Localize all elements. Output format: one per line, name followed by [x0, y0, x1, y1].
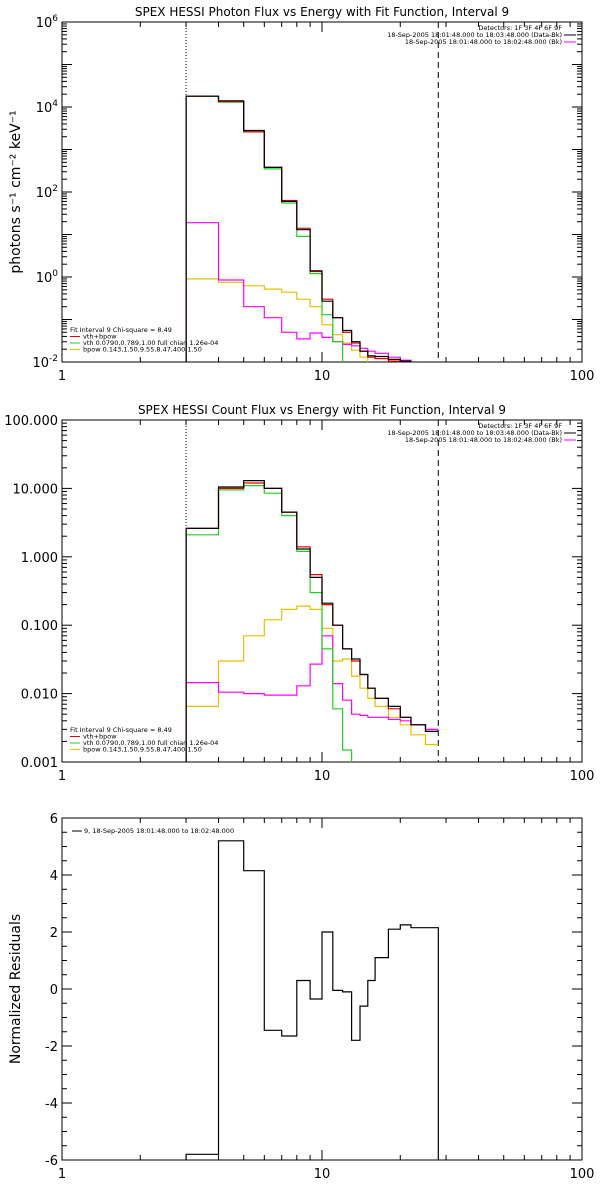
x-tick-label: 100 — [570, 369, 595, 384]
fit-legend-entry: vth+bpow — [83, 733, 117, 741]
y-tick-label: 106 — [36, 14, 59, 31]
series-group — [185, 840, 439, 1160]
info-line-1: 18-Sep-2005 18:01:48.000 to 18:03:48.000… — [387, 31, 562, 39]
series-line-1 — [185, 482, 439, 762]
series-line-1 — [185, 95, 401, 362]
y-tick-label: 6 — [50, 812, 58, 827]
info-line-2: 18-Sep-2005 18:01:48.000 to 18:02:48.000… — [405, 38, 562, 46]
y-tick-label: 0.100 — [21, 619, 58, 634]
info-line-0: Detectors: 1F 3F 4F 6F 9F — [478, 24, 562, 32]
series-line-3 — [185, 635, 439, 762]
y-tick-label: -4 — [45, 1097, 58, 1112]
y-axis-label: photons s⁻¹ cm⁻² keV⁻¹ — [8, 110, 24, 273]
chart-title: SPEX HESSI Photon Flux vs Energy with Fi… — [135, 5, 509, 19]
series-group — [185, 480, 439, 762]
series-group — [185, 95, 412, 362]
y-tick-label: 0 — [50, 983, 58, 998]
x-tick-label: 10 — [314, 1167, 331, 1182]
fit-legend-entry: vth+bpow — [83, 333, 117, 341]
y-tick-label: 0.010 — [21, 688, 58, 703]
x-tick-label: 10 — [314, 769, 331, 784]
x-tick-label: 1 — [58, 369, 66, 384]
legend-entry: 9, 18-Sep-2005 18:01:48.000 to 18:02:48.… — [84, 827, 234, 835]
y-tick-label: 2 — [50, 926, 58, 941]
info-line-2: 18-Sep-2005 18:01:48.000 to 18:02:48.000… — [405, 436, 562, 444]
chart-panel-1: SPEX HESSI Photon Flux vs Energy with Fi… — [8, 5, 595, 384]
y-tick-label: 104 — [36, 99, 59, 116]
y-tick-label: 100 — [36, 269, 59, 286]
info-line-0: Detectors: 1F 3F 4F 6F 9F — [478, 422, 562, 430]
fit-legend-entry: vth 0.0790,0.789,1.00 full chian 1.26e-0… — [83, 739, 218, 747]
chart-panel-2: SPEX HESSI Count Flux vs Energy with Fit… — [4, 403, 595, 784]
y-tick-label: 1.000 — [21, 551, 58, 566]
y-tick-label: -2 — [45, 1040, 58, 1055]
x-tick-label: 100 — [570, 1167, 595, 1182]
fit-legend-entry: bpow 0.143,1.50,9.55,8.47,400,1.50 — [83, 346, 202, 354]
x-tick-label: 1 — [58, 1167, 66, 1182]
y-tick-label: 10-2 — [32, 354, 58, 371]
info-line-1: 18-Sep-2005 18:01:48.000 to 18:03:48.000… — [387, 429, 562, 437]
y-tick-label: 102 — [36, 184, 58, 201]
fit-legend-entry: vth 0.0790,0.789,1.00 full chian 1.26e-0… — [83, 339, 218, 347]
x-tick-label: 100 — [570, 769, 595, 784]
y-tick-label: 10.000 — [13, 482, 59, 497]
series-line-0 — [185, 840, 439, 1160]
fit-legend-title: Fit Interval 9 Chi-square = 8.49 — [70, 326, 172, 334]
y-tick-label: 4 — [50, 869, 58, 884]
chart-panel-3: 1 10 100 -6 -4 -2 0 2 4 6 Normalized Residuals 9, 1… — [8, 812, 594, 1182]
chart-title: SPEX HESSI Count Flux vs Energy with Fit… — [138, 403, 506, 417]
y-tick-label: 100.000 — [4, 414, 58, 429]
y-tick-label: -6 — [45, 1154, 58, 1169]
y-tick-label: 0.001 — [21, 756, 58, 771]
y-axis-label: Normalized Residuals — [8, 914, 24, 1064]
x-tick-label: 10 — [314, 369, 331, 384]
series-line-3 — [185, 222, 412, 362]
x-tick-label: 1 — [58, 769, 66, 784]
fit-legend-entry: bpow 0.143,1.50,9.55,8.47,400,1.50 — [83, 746, 202, 754]
fit-legend-title: Fit Interval 9 Chi-square = 8.49 — [70, 726, 172, 734]
series-line-0 — [185, 480, 439, 762]
series-line-4 — [185, 278, 369, 362]
series-line-0 — [185, 95, 412, 362]
